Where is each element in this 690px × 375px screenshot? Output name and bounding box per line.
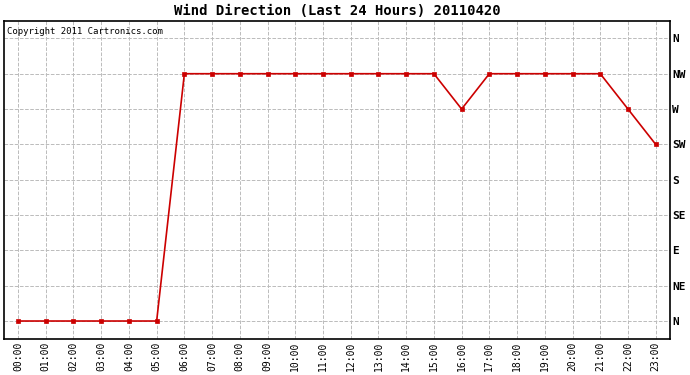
Title: Wind Direction (Last 24 Hours) 20110420: Wind Direction (Last 24 Hours) 20110420 bbox=[174, 4, 500, 18]
Text: Copyright 2011 Cartronics.com: Copyright 2011 Cartronics.com bbox=[8, 27, 164, 36]
